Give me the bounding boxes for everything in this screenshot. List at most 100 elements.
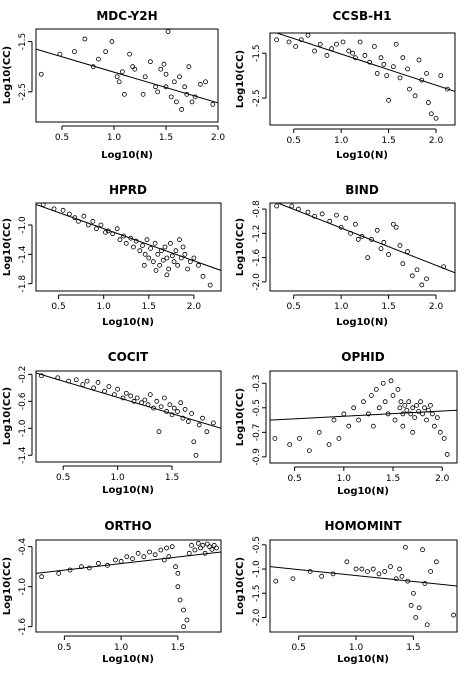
- y-tick-label: -1.4: [18, 446, 28, 464]
- data-point: [361, 399, 366, 405]
- x-tick-label: 0.5: [292, 643, 306, 653]
- data-point: [393, 576, 399, 582]
- data-point: [158, 547, 164, 553]
- data-point: [400, 261, 406, 267]
- data-point: [164, 255, 170, 261]
- data-point: [410, 405, 416, 411]
- data-point: [115, 386, 121, 392]
- data-point: [116, 79, 122, 85]
- x-axis-label: Log10(N): [102, 485, 154, 496]
- x-tick-label: 2.0: [429, 136, 444, 146]
- data-point: [122, 91, 127, 97]
- data-point: [384, 73, 390, 79]
- data-point: [296, 206, 301, 212]
- data-point: [348, 230, 354, 236]
- data-point: [399, 573, 405, 579]
- data-point: [274, 203, 280, 209]
- data-point: [155, 251, 161, 257]
- regression-line: [270, 566, 457, 587]
- y-tick-label: -1.8: [18, 275, 28, 293]
- data-point: [441, 264, 447, 270]
- data-point: [374, 227, 380, 233]
- data-point: [414, 402, 420, 408]
- data-point: [73, 377, 79, 383]
- data-point: [105, 562, 110, 568]
- y-tick-label: -1.6: [252, 249, 262, 267]
- plot-frame: [269, 370, 458, 464]
- data-point: [178, 400, 184, 406]
- data-point: [405, 578, 411, 584]
- plot-frame: [269, 202, 456, 292]
- data-point: [359, 566, 365, 572]
- data-point: [420, 547, 425, 553]
- data-point: [334, 212, 339, 218]
- data-point: [210, 420, 216, 426]
- data-point: [162, 395, 167, 401]
- data-point: [307, 569, 313, 574]
- y-tick-label: -2.5: [252, 89, 262, 107]
- y-tick-label: -0.2: [18, 366, 28, 384]
- data-point: [55, 375, 61, 381]
- data-point: [90, 64, 96, 70]
- data-point: [200, 415, 205, 421]
- data-point: [85, 222, 91, 228]
- data-point: [169, 253, 175, 259]
- x-tick-label: 0.5: [57, 643, 71, 653]
- data-point: [402, 544, 408, 550]
- data-point: [319, 211, 325, 217]
- data-point: [419, 77, 425, 83]
- y-axis-label: Log10(CC): [235, 557, 246, 615]
- data-point: [154, 398, 160, 404]
- panel-mdc-y2h: MDC-Y2H Log10(N) Log10(CC) 0.5 1.0 1.5 2.0 -…: [2, 9, 225, 161]
- data-point: [152, 552, 158, 558]
- data-point: [414, 267, 420, 273]
- x-tick-label: 2.0: [187, 302, 202, 312]
- data-point: [191, 255, 197, 261]
- data-point: [424, 70, 429, 76]
- y-axis-label: Log10(CC): [235, 50, 246, 108]
- data-point: [392, 417, 398, 423]
- data-point: [168, 240, 173, 246]
- data-point: [428, 569, 434, 574]
- data-point: [405, 249, 410, 254]
- data-point: [39, 373, 44, 379]
- data-point: [409, 273, 415, 279]
- plot-area: 0.5 1.0 1.5 2.0 -1.0 -1.4 -1.8: [18, 202, 222, 312]
- panel-ortho: ORTHO Log10(N) Log10(CC) 0.5 1.0 1.5 -0.4 -1…: [2, 519, 222, 665]
- data-point: [177, 237, 182, 243]
- data-point: [132, 66, 138, 72]
- data-point: [131, 398, 137, 404]
- panel-title: BIND: [345, 183, 379, 197]
- panel-hprd: HPRD Log10(N) Log10(CC) 0.5 1.0 1.5 2.0 -1.0…: [2, 183, 222, 328]
- data-point: [103, 229, 108, 235]
- data-point: [338, 224, 344, 230]
- data-point: [91, 385, 97, 391]
- data-point: [160, 257, 166, 263]
- plot-area: 0.5 1.0 1.5 2.0 -0.8 -1.2 -1.6 -2.0: [252, 200, 456, 312]
- data-point: [189, 542, 194, 548]
- data-point: [128, 393, 134, 399]
- x-tick-label: 0.5: [287, 136, 301, 146]
- data-point: [130, 556, 135, 562]
- x-tick-label: 1.5: [406, 643, 420, 653]
- data-point: [189, 99, 195, 105]
- data-point: [376, 405, 382, 411]
- data-point: [137, 248, 143, 254]
- y-tick-label: -2.0: [252, 273, 262, 291]
- data-point: [150, 259, 156, 265]
- data-point: [331, 417, 337, 423]
- x-tick-label: 0.5: [56, 473, 70, 483]
- data-point: [298, 37, 304, 43]
- data-point: [419, 282, 425, 288]
- data-point: [139, 400, 144, 406]
- x-axis-label: Log10(N): [336, 150, 388, 161]
- y-axis-label: Log10(CC): [2, 46, 13, 104]
- data-point: [186, 64, 192, 70]
- plot-area: 0.5 1.0 1.5 2.0 -1.5 -2.5: [18, 28, 225, 143]
- data-point: [382, 399, 388, 405]
- x-tick-label: 1.0: [337, 474, 352, 484]
- data-point: [164, 545, 169, 551]
- data-point: [111, 392, 117, 397]
- y-axis-label: Log10(CC): [2, 387, 13, 445]
- data-point: [319, 573, 325, 579]
